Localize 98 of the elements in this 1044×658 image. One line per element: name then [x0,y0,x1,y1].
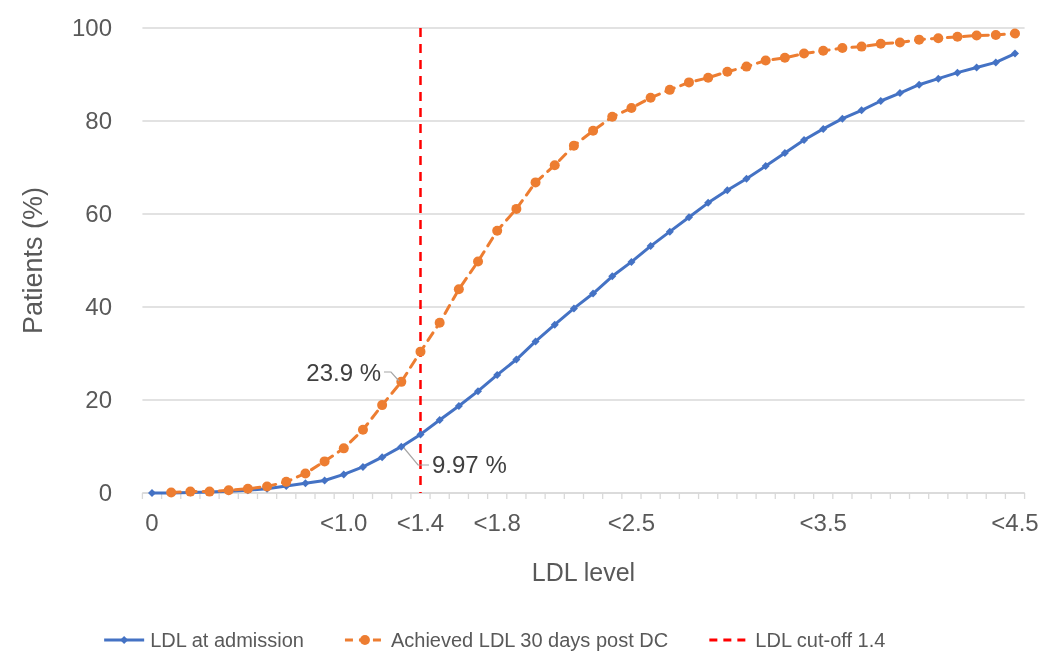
point [876,97,885,106]
annotation: 23.9 % [306,359,381,386]
point [990,29,1001,40]
point [799,48,810,59]
point [512,355,521,364]
point [378,453,387,462]
legend-label: Achieved LDL 30 days post DC [390,629,669,651]
y-tick-label: 20 [85,386,112,413]
point [416,430,425,439]
point [319,456,330,467]
point [856,41,867,52]
point [511,203,522,214]
point [357,424,368,435]
point [779,52,790,63]
point [589,289,598,298]
point [377,400,388,411]
legend-label: LDL at admission [150,629,304,651]
point [761,162,770,171]
point [646,242,655,251]
point [300,468,311,479]
point [723,186,732,195]
point [741,61,752,72]
point [588,125,599,136]
point [991,58,1000,67]
point [800,136,809,145]
point [453,284,464,295]
point [415,346,426,357]
point [320,476,329,485]
x-axis-title: LDL level [531,558,636,586]
point [607,111,618,122]
point [569,304,578,313]
point [338,443,349,454]
point [818,45,829,56]
point [664,84,675,95]
x-tick-label: <1.0 [320,509,368,536]
point [568,140,579,151]
x-tick-label: 0 [145,509,159,536]
point [875,38,886,49]
point [684,213,693,222]
point [645,92,656,103]
point [434,317,445,328]
point [914,34,925,45]
point [760,55,771,66]
point [780,149,789,158]
point [454,402,463,411]
point [397,442,406,451]
x-tick-label: <1.8 [473,509,521,536]
point [971,30,982,41]
x-tick-label: <3.5 [799,509,847,536]
point [626,102,637,113]
point [742,174,751,183]
point [396,376,407,387]
point [952,31,963,42]
point [857,106,866,115]
point [549,160,560,171]
point [972,63,981,72]
x-tick-label: <4.5 [991,509,1039,536]
point [819,124,828,133]
point [1010,28,1020,39]
point [838,114,847,123]
y-tick-label: 40 [85,293,112,320]
point [473,256,484,267]
point [683,77,694,88]
point [1011,49,1019,58]
point [493,370,502,379]
point [531,337,540,346]
y-tick-label: 60 [85,200,112,227]
point [665,227,674,236]
y-tick-label: 100 [71,14,112,41]
y-tick-label: 0 [98,479,112,506]
point [703,72,714,83]
x-tick-label: <2.5 [607,509,656,536]
legend-label: LDL cut-off 1.4 [755,629,886,651]
annotation: 9.97 % [432,451,507,478]
point [627,257,636,266]
point [301,479,310,488]
y-axis-title: Patients (%) [18,186,48,335]
point [934,74,943,83]
point [530,177,541,188]
point [339,470,348,479]
point [358,462,367,471]
point [281,476,292,487]
point [895,89,904,98]
y-tick-label: 80 [85,107,112,134]
point [704,198,713,207]
point [722,66,733,77]
point [953,68,962,77]
point [894,37,905,48]
point [915,80,924,89]
point [933,33,944,44]
x-tick-label: <1.4 [396,509,445,536]
point [550,320,559,329]
point [837,43,848,53]
point [435,416,444,424]
point [148,489,156,497]
point [474,387,483,396]
point [608,272,617,281]
point [492,225,503,236]
